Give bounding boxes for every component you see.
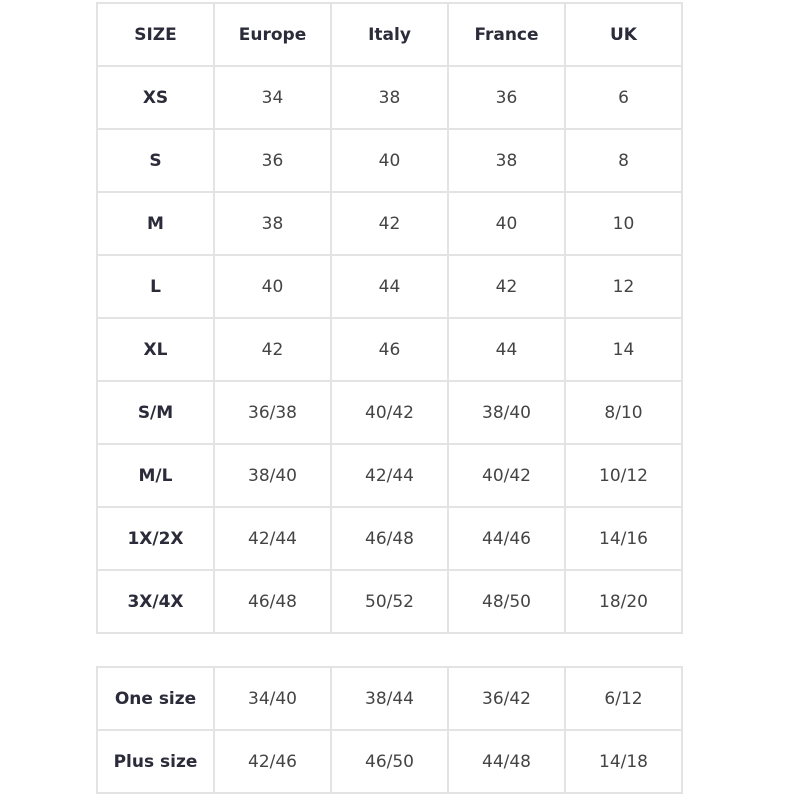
size-value-cell: 46/50 — [330, 729, 449, 794]
size-value-cell: 8 — [564, 128, 683, 193]
size-value-cell: 6 — [564, 65, 683, 130]
table-row: XL 42 46 44 14 — [96, 317, 683, 382]
size-label-cell: XL — [96, 317, 215, 382]
special-sizes-table: One size 34/40 38/44 36/42 6/12 Plus size 42/4… — [96, 666, 683, 794]
size-value-cell: 10 — [564, 191, 683, 256]
column-header: France — [447, 2, 566, 67]
size-value-cell: 38/40 — [447, 380, 566, 445]
size-value-cell: 48/50 — [447, 569, 566, 634]
column-header: Italy — [330, 2, 449, 67]
size-value-cell: 42/46 — [213, 729, 332, 794]
size-label-cell: M — [96, 191, 215, 256]
size-label-cell: 1X/2X — [96, 506, 215, 571]
size-value-cell: 42/44 — [213, 506, 332, 571]
size-value-cell: 46/48 — [330, 506, 449, 571]
size-value-cell: 44 — [330, 254, 449, 319]
size-value-cell: 12 — [564, 254, 683, 319]
table-row: 1X/2X 42/44 46/48 44/46 14/16 — [96, 506, 683, 571]
column-header: UK — [564, 2, 683, 67]
size-value-cell: 40/42 — [447, 443, 566, 508]
size-chart-table: SIZE Europe Italy France UK XS 34 38 36 6 S 36 40 38 8… — [96, 2, 683, 634]
size-label-cell: L — [96, 254, 215, 319]
size-value-cell: 36 — [447, 65, 566, 130]
table-row: S/M 36/38 40/42 38/40 8/10 — [96, 380, 683, 445]
table-row: M 38 42 40 10 — [96, 191, 683, 256]
size-value-cell: 38 — [213, 191, 332, 256]
table-row: M/L 38/40 42/44 40/42 10/12 — [96, 443, 683, 508]
size-label-cell: Plus size — [96, 729, 215, 794]
column-header: SIZE — [96, 2, 215, 67]
size-value-cell: 38/40 — [213, 443, 332, 508]
size-value-cell: 46 — [330, 317, 449, 382]
size-label-cell: S/M — [96, 380, 215, 445]
size-value-cell: 42 — [330, 191, 449, 256]
size-value-cell: 14/16 — [564, 506, 683, 571]
column-header: Europe — [213, 2, 332, 67]
size-value-cell: 36/38 — [213, 380, 332, 445]
size-value-cell: 50/52 — [330, 569, 449, 634]
size-label-cell: One size — [96, 666, 215, 731]
size-value-cell: 38/44 — [330, 666, 449, 731]
size-value-cell: 42 — [213, 317, 332, 382]
size-value-cell: 40/42 — [330, 380, 449, 445]
size-label-cell: M/L — [96, 443, 215, 508]
header-row: SIZE Europe Italy France UK — [96, 2, 683, 67]
size-value-cell: 42/44 — [330, 443, 449, 508]
size-value-cell: 34 — [213, 65, 332, 130]
size-label-cell: S — [96, 128, 215, 193]
size-value-cell: 40 — [330, 128, 449, 193]
table-row: L 40 44 42 12 — [96, 254, 683, 319]
size-value-cell: 40 — [447, 191, 566, 256]
size-label-cell: XS — [96, 65, 215, 130]
size-value-cell: 38 — [447, 128, 566, 193]
table-row: Plus size 42/46 46/50 44/48 14/18 — [96, 729, 683, 794]
size-value-cell: 46/48 — [213, 569, 332, 634]
size-value-cell: 42 — [447, 254, 566, 319]
table-row: One size 34/40 38/44 36/42 6/12 — [96, 666, 683, 731]
table-row: S 36 40 38 8 — [96, 128, 683, 193]
table-row: XS 34 38 36 6 — [96, 65, 683, 130]
size-value-cell: 36/42 — [447, 666, 566, 731]
size-value-cell: 44/46 — [447, 506, 566, 571]
size-value-cell: 40 — [213, 254, 332, 319]
size-value-cell: 14 — [564, 317, 683, 382]
size-value-cell: 18/20 — [564, 569, 683, 634]
size-value-cell: 44/48 — [447, 729, 566, 794]
size-value-cell: 10/12 — [564, 443, 683, 508]
size-value-cell: 44 — [447, 317, 566, 382]
size-value-cell: 36 — [213, 128, 332, 193]
table-row: 3X/4X 46/48 50/52 48/50 18/20 — [96, 569, 683, 634]
size-value-cell: 14/18 — [564, 729, 683, 794]
size-value-cell: 38 — [330, 65, 449, 130]
size-value-cell: 8/10 — [564, 380, 683, 445]
size-label-cell: 3X/4X — [96, 569, 215, 634]
size-value-cell: 34/40 — [213, 666, 332, 731]
size-value-cell: 6/12 — [564, 666, 683, 731]
